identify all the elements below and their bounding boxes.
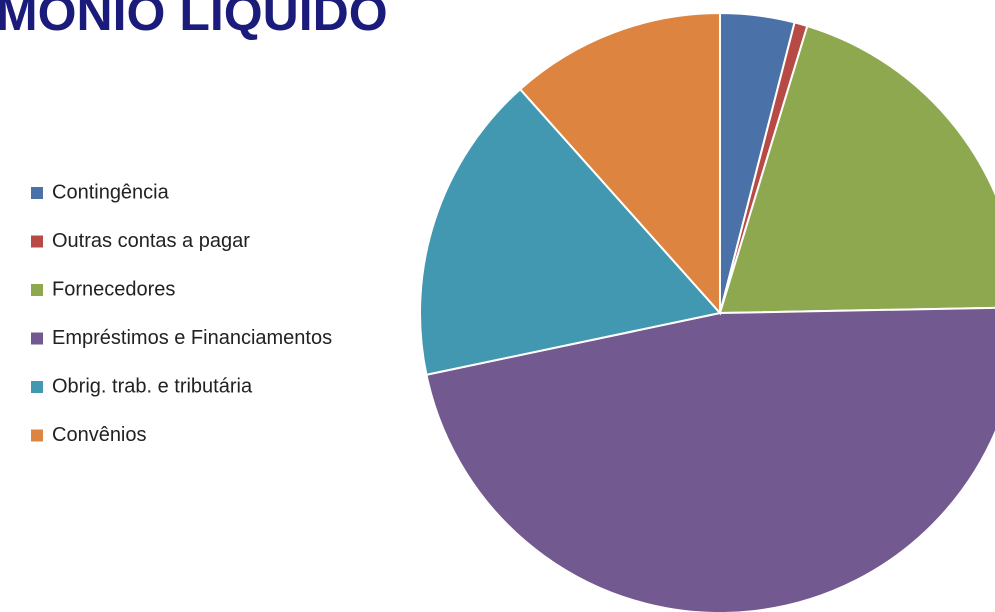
legend-label: Fornecedores <box>52 278 175 300</box>
legend-label: Contingência <box>52 181 170 203</box>
legend-label: Empréstimos e Financiamentos <box>52 327 332 349</box>
legend-swatch <box>31 332 43 345</box>
legend-label: Convênios <box>52 424 147 446</box>
legend-swatch <box>31 381 43 393</box>
legend-swatch <box>31 284 43 296</box>
legend-swatch <box>31 429 43 442</box>
pie-slice <box>419 87 722 376</box>
legend-label: Outras contas a pagar <box>52 230 250 252</box>
pie-slice <box>425 306 995 612</box>
pie-slice <box>718 24 995 315</box>
legend-swatch <box>31 187 43 199</box>
pie-slice <box>518 11 721 316</box>
chart-title: MONIO LIQUIDO <box>0 0 388 41</box>
legend-swatch <box>31 235 43 248</box>
legend-label: Obrig. trab. e tributária <box>52 375 253 397</box>
